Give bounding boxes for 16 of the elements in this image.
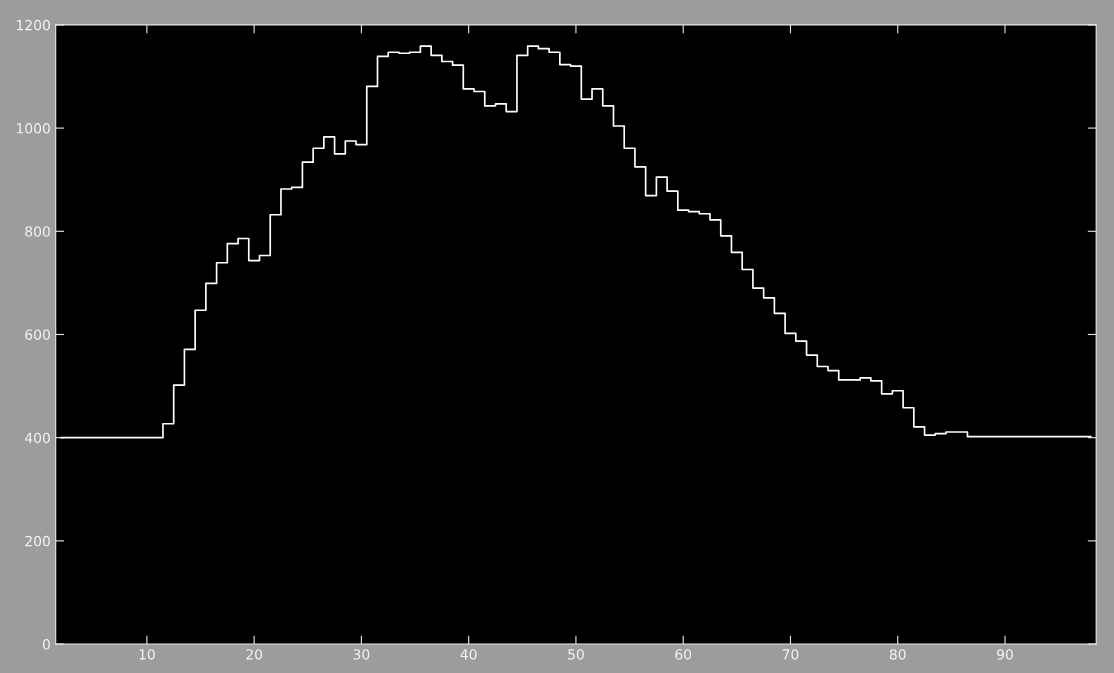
x-tick-label: 10: [139, 649, 155, 660]
y-tick-label: 1000: [17, 123, 50, 134]
x-tick-label: 90: [997, 649, 1013, 660]
y-tick-label: 0: [42, 639, 50, 650]
x-tick-label: 40: [460, 649, 477, 660]
y-tick-label: 200: [25, 535, 50, 547]
x-tick-label: 60: [675, 649, 692, 660]
x-tick-label: 30: [353, 649, 370, 660]
x-tick-label: 20: [246, 649, 263, 660]
x-tick-label: 80: [889, 649, 906, 660]
y-tick-label: 800: [25, 226, 50, 237]
y-tick-label: 400: [25, 432, 50, 444]
y-tick-label: 1200: [17, 19, 50, 31]
x-tick-label: 70: [782, 649, 799, 660]
y-tick-label: 600: [25, 329, 50, 340]
x-tick-label: 50: [568, 649, 584, 660]
